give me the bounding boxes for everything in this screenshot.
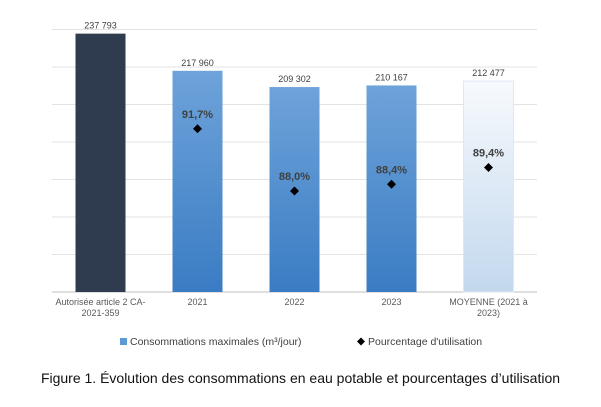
legend-label-pourcentage: Pourcentage d'utilisation [368,336,482,348]
bar-chart: 237 793 217 960 209 302 210 167 212 477 91,7… [52,21,537,348]
category-label: Autorisée article 2 CA- [55,297,145,307]
percentage-marker [193,124,202,134]
category-label: 2021 [187,297,207,307]
bar-data-label: 237 793 [84,21,117,31]
percentage-marker [290,186,299,196]
percentage-marker [387,179,396,189]
percentage-label: 88,0% [279,171,310,183]
percentage-marker [484,162,493,172]
legend-marker-pourcentage [357,337,365,346]
legend-swatch-consommations [120,338,127,345]
bar-data-label: 217 960 [181,58,214,68]
bar-data-label: 209 302 [278,74,311,84]
category-label: 2022 [284,297,304,307]
percentage-label: 91,7% [182,109,213,121]
category-label: 2021-359 [81,308,119,318]
figure-caption: Figure 1. Évolution des consommations en… [40,370,561,386]
legend: Consommations maximales (m³/jour) Pource… [120,336,482,348]
bar [75,33,126,293]
bar-data-label: 210 167 [375,72,408,82]
category-label: 2023 [381,297,401,307]
bar [463,80,514,293]
bar-data-label: 212 477 [472,68,505,78]
category-label: MOYENNE (2021 à [449,297,528,307]
bar [172,70,223,292]
category-label: 2023) [477,308,500,318]
legend-label-consommations: Consommations maximales (m³/jour) [130,336,302,348]
percentage-label: 89,4% [473,147,504,159]
percentage-label: 88,4% [376,164,407,176]
